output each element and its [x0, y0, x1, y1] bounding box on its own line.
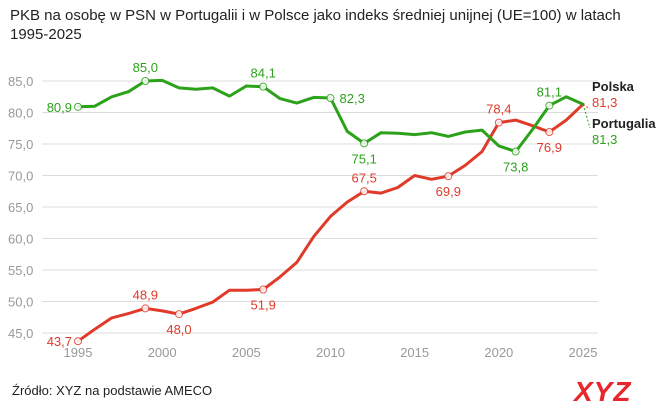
data-label-polska: 48,0 [166, 322, 191, 337]
data-point-polska [545, 128, 554, 137]
y-axis-tick-labels: 45,0 50,0 55,0 60,0 65,0 70,0 75,0 80,0 85,0 [8, 74, 33, 341]
data-point-polska [444, 172, 453, 181]
data-label-polska: 78,4 [486, 102, 511, 117]
data-label-portugalia: 73,8 [503, 160, 528, 175]
data-label-portugalia: 75,1 [352, 151, 377, 166]
data-point-polska [141, 304, 150, 313]
grid-lines [42, 80, 598, 334]
data-label-polska: 67,5 [352, 170, 377, 185]
x-tick-label: 2005 [232, 345, 261, 360]
data-point-polska [494, 118, 503, 127]
data-label-portugalia: 81,1 [537, 85, 562, 100]
y-tick-label: 85,0 [8, 74, 33, 89]
y-tick-label: 75,0 [8, 137, 33, 152]
data-label-portugalia: 82,3 [340, 91, 365, 106]
y-tick-label: 55,0 [8, 263, 33, 278]
data-point-portugalia [141, 77, 150, 85]
data-label-polska: 69,9 [436, 184, 461, 199]
x-tick-label: 2020 [484, 345, 513, 360]
data-point-portugalia [259, 82, 268, 91]
data-point-polska [360, 187, 369, 196]
end-label-value-polska: 81,3 [592, 95, 617, 110]
end-label-leader-polska [582, 103, 591, 110]
xyz-logo: XYZ [572, 376, 631, 406]
end-label-value-portugalia: 81,3 [592, 132, 617, 147]
data-label-portugalia: 85,0 [133, 60, 158, 75]
data-point-portugalia [74, 102, 82, 111]
data-label-portugalia: 80,9 [47, 100, 72, 115]
source-note: Źródło: XYZ na podstawie AMECO [12, 383, 213, 398]
data-labels: 80,9 85,0 84,1 82,3 75,1 73,8 81,1 43,7 48,9 48,0… [47, 60, 562, 349]
x-tick-label: 2025 [569, 345, 598, 360]
end-label-name-polska: Polska [592, 79, 635, 94]
x-axis-tick-labels: 1995 2000 2005 2010 2015 2020 2025 [64, 345, 598, 360]
chart-title: PKB na osobę w PSN w Portugalii i w Pols… [10, 7, 621, 43]
end-label-name-portugalia: Portugalia [592, 116, 656, 131]
data-point-polska [74, 337, 82, 346]
x-tick-label: 2000 [148, 345, 177, 360]
data-label-portugalia: 84,1 [251, 66, 276, 81]
data-label-polska: 48,9 [133, 287, 158, 302]
y-tick-label: 45,0 [8, 326, 33, 341]
y-tick-label: 65,0 [8, 200, 33, 215]
y-tick-label: 70,0 [8, 169, 33, 184]
data-point-portugalia [360, 139, 369, 148]
y-tick-label: 80,0 [8, 106, 33, 121]
x-tick-label: 2015 [400, 345, 429, 360]
y-tick-label: 60,0 [8, 232, 33, 247]
y-tick-label: 50,0 [8, 295, 33, 310]
series-line-polska [76, 102, 585, 343]
data-point-portugalia [511, 147, 520, 156]
data-label-polska: 43,7 [47, 334, 72, 349]
data-label-polska: 51,9 [251, 298, 276, 313]
data-label-polska: 76,9 [537, 140, 562, 155]
x-tick-label: 1995 [64, 345, 93, 360]
data-point-portugalia [326, 94, 335, 103]
x-tick-label: 2010 [316, 345, 345, 360]
end-label-leader-portugalia [582, 104, 591, 129]
data-point-polska [175, 310, 183, 319]
logo-text: XYZ [572, 376, 631, 406]
data-point-polska [259, 285, 268, 294]
annotated-points [74, 77, 554, 346]
data-point-portugalia [545, 101, 554, 110]
